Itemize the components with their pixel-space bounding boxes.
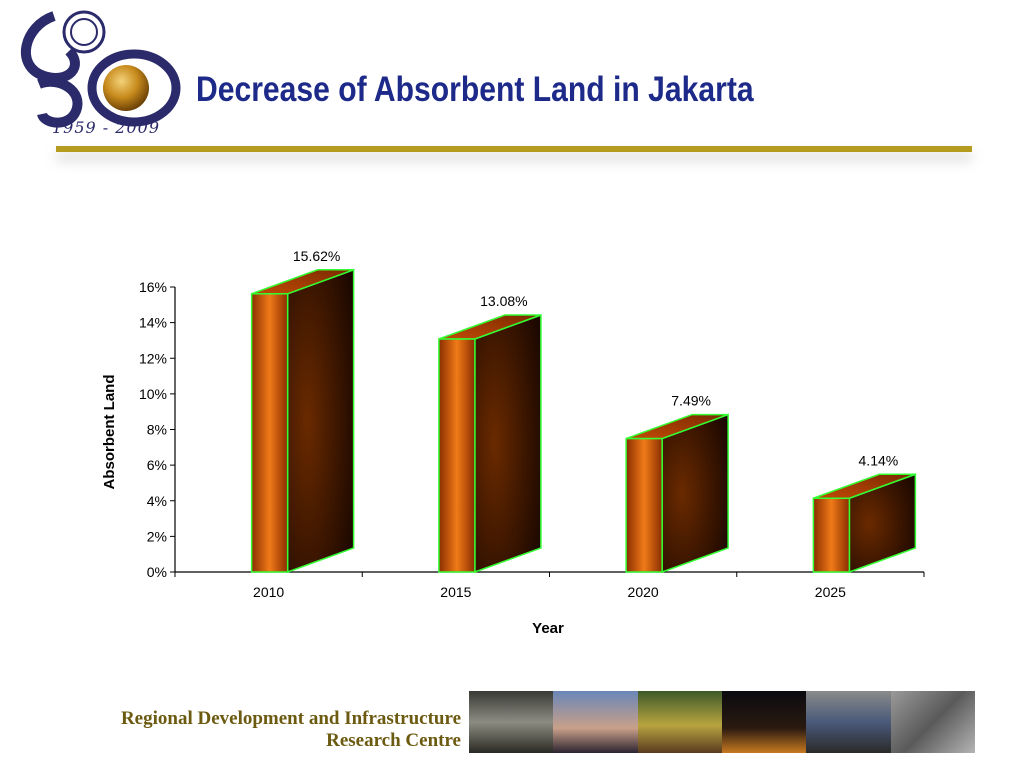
- y-tick-label: 10%: [139, 386, 167, 402]
- bar-2025: [812, 473, 917, 574]
- x-tick-label: 2025: [815, 584, 846, 600]
- data-label: 4.14%: [859, 452, 899, 468]
- bar-front-face: [438, 338, 476, 573]
- bar-front-face: [812, 497, 851, 573]
- data-label: 15.62%: [293, 248, 340, 264]
- photo-water: [469, 691, 554, 753]
- bar-2020: [625, 413, 729, 574]
- y-tick-label: 8%: [147, 422, 167, 438]
- title-divider: [56, 146, 972, 152]
- photo-highway: [890, 691, 975, 753]
- photo-bridge: [553, 691, 638, 753]
- footer-org-line2: Research Centre: [326, 730, 461, 751]
- bar-front-face: [625, 437, 663, 573]
- x-tick-label: 2015: [440, 584, 471, 600]
- bar-front-face: [250, 293, 289, 573]
- footer-org-line1: Regional Development and Infrastructure: [120, 708, 461, 729]
- bar-side-face: [474, 313, 542, 574]
- logo-years: 1959 - 2009: [52, 118, 161, 137]
- bar-side-face: [661, 413, 729, 574]
- photo-train: [637, 691, 722, 753]
- bar-chart: 0% 2% 4% 6% 8% 10% 12% 14% 16% 2010 2015 2020 2025 1…: [101, 248, 925, 637]
- x-axis-label: Year: [532, 620, 564, 637]
- logo-emblem: [21, 10, 181, 128]
- x-tick-label: 2010: [253, 584, 284, 600]
- x-tick-label: 2020: [628, 584, 659, 600]
- y-tick-label: 4%: [147, 493, 167, 509]
- footer-org-name: Regional Development and Infrastructure …: [56, 708, 461, 752]
- y-tick-label: 12%: [139, 350, 167, 366]
- photo-night-city: [721, 691, 807, 753]
- chart: 0% 2% 4% 6% 8% 10% 12% 14% 16% 2010 2015 2020 2025 1…: [80, 230, 960, 655]
- data-label: 7.49%: [671, 393, 711, 409]
- logo: 1959 - 2009: [14, 6, 184, 138]
- page-title: Decrease of Absorbent Land in Jakarta: [196, 70, 754, 109]
- photo-strip: [469, 691, 975, 753]
- photo-traffic: [806, 691, 891, 753]
- bar-side-face: [286, 268, 355, 574]
- y-tick-label: 2%: [147, 528, 167, 544]
- bar-2015: [438, 313, 542, 574]
- y-tick-label: 14%: [139, 315, 167, 331]
- y-axis-label: Absorbent Land: [101, 375, 118, 490]
- y-tick-label: 6%: [147, 457, 167, 473]
- data-label: 13.08%: [480, 293, 527, 309]
- y-tick-label: 16%: [139, 279, 167, 295]
- bar-2010: [250, 268, 355, 574]
- y-tick-label: 0%: [147, 564, 167, 580]
